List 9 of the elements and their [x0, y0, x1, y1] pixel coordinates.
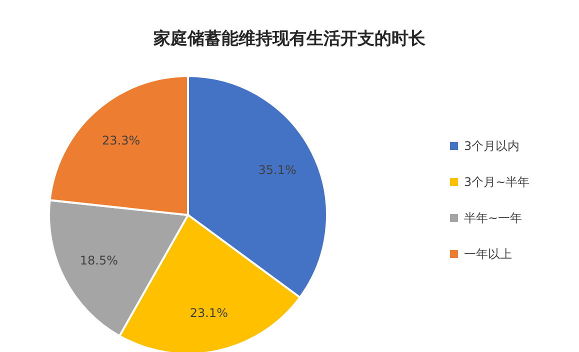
data-label: 23.1% — [190, 306, 228, 320]
data-label: 35.1% — [258, 162, 296, 177]
legend-label: 一年以上 — [464, 247, 512, 261]
legend-label: 半年~一年 — [464, 211, 522, 225]
data-label: 23.3% — [102, 134, 140, 148]
chart-title: 家庭储蓄能维持现有生活开支的时长 — [152, 29, 426, 49]
legend-label: 3个月~半年 — [464, 175, 530, 189]
legend-label: 3个月以内 — [464, 139, 520, 153]
data-label: 18.5% — [80, 254, 118, 268]
